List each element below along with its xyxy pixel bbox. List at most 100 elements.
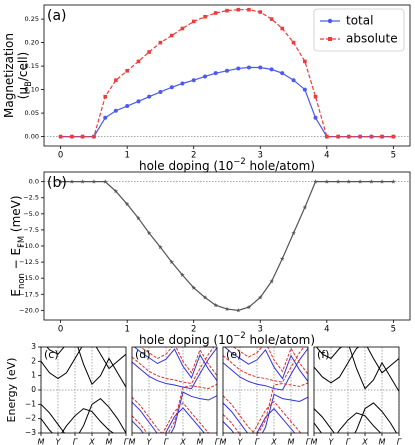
x-tick-label: 5 <box>391 325 396 335</box>
series-line <box>46 347 126 388</box>
x-tick-label: M <box>106 438 113 445</box>
x-tick-label: X <box>88 438 95 445</box>
y-axis-label: Energy (eV) <box>5 358 18 423</box>
label-part: (meV) <box>9 195 23 235</box>
x-tick-label: Y <box>56 438 62 445</box>
marker <box>80 179 85 184</box>
y-tick-label: −15.0 <box>19 274 39 282</box>
marker <box>191 78 196 83</box>
marker <box>180 272 185 277</box>
x-tick-label: Γ <box>346 438 351 445</box>
panel-label: (c) <box>44 348 59 361</box>
x-tick-label: Γ <box>124 438 129 445</box>
y-tick-label: −7.5 <box>23 226 39 234</box>
series-line <box>314 347 399 384</box>
marker <box>203 74 208 79</box>
y-tick-label: 0.00 <box>25 133 39 141</box>
axes-frame <box>313 346 400 434</box>
label-part: hole/atom) <box>246 159 315 173</box>
series-line <box>132 391 217 433</box>
series-line <box>60 66 394 138</box>
marker <box>203 14 207 19</box>
marker <box>369 134 374 139</box>
x-tick-label: X <box>270 438 277 445</box>
marker <box>236 7 241 12</box>
x-tick-label: Γ <box>255 438 260 445</box>
x-tick-label: 0 <box>58 151 63 161</box>
marker <box>358 134 362 139</box>
marker <box>246 65 251 70</box>
panel-label: (e) <box>226 348 241 361</box>
marker <box>303 59 307 64</box>
label-part: −2 <box>233 156 245 166</box>
marker <box>158 89 163 94</box>
marker <box>236 66 241 71</box>
x-tick-label: Γ <box>73 438 78 445</box>
marker <box>180 26 185 31</box>
marker <box>114 78 118 82</box>
series-line <box>41 397 126 433</box>
axes-frame <box>131 346 218 434</box>
label-part: Magnetization <box>2 33 16 118</box>
y-tick-label: −1 <box>25 399 36 408</box>
marker <box>280 26 285 31</box>
marker <box>124 201 130 207</box>
x-tick-label: 2 <box>191 325 196 335</box>
series-line <box>132 402 210 433</box>
series-line <box>133 347 217 381</box>
plot-area <box>223 347 308 433</box>
panel-label: (f) <box>317 348 329 361</box>
marker <box>136 99 141 104</box>
x-tick-label: 4 <box>324 151 329 161</box>
legend-box <box>313 8 405 52</box>
marker <box>236 307 241 313</box>
x-tick-label: Y <box>329 438 335 445</box>
marker <box>291 40 296 45</box>
marker <box>313 179 318 184</box>
marker <box>325 134 329 139</box>
series-line <box>223 347 305 383</box>
series-line <box>132 407 205 433</box>
legend-label: total <box>346 14 373 28</box>
x-tick-label: X <box>361 438 368 445</box>
label-part: Energy (eV) <box>5 358 18 423</box>
x-tick-label: Γ <box>306 438 311 445</box>
y-tick-label: 3 <box>31 342 36 351</box>
x-axis-label: hole doping (10−2 hole/atom) <box>139 156 315 173</box>
x-tick-label: 0 <box>58 325 63 335</box>
y-tick-label: 1 <box>31 371 36 380</box>
y-tick-label: 0.15 <box>25 62 39 70</box>
marker <box>257 295 263 300</box>
marker <box>113 108 118 113</box>
legend-label: absolute <box>346 32 398 46</box>
y-axis-label: (μB/cell) <box>16 52 33 99</box>
y-tick-label: −20.0 <box>19 306 39 314</box>
y-axis-label: Enon − EFM (meV) <box>9 195 26 296</box>
marker <box>136 215 141 221</box>
series-line <box>232 347 308 375</box>
marker <box>279 256 285 261</box>
legend-marker <box>327 18 333 24</box>
y-tick-label: 0.25 <box>25 15 39 23</box>
x-tick-label: M <box>311 438 318 445</box>
marker <box>103 94 108 99</box>
y-tick-label: 2 <box>31 356 36 365</box>
marker <box>147 50 151 54</box>
y-tick-label: −5.0 <box>23 210 39 218</box>
x-tick-label: M <box>220 438 227 445</box>
label-part: E <box>9 289 23 297</box>
y-tick-label: 0.0 <box>29 178 39 186</box>
y-tick-label: −2.5 <box>23 194 39 202</box>
marker <box>302 204 308 210</box>
series-line <box>132 383 217 433</box>
series-line <box>41 408 115 433</box>
y-tick-label: 0.05 <box>25 109 39 117</box>
marker <box>58 134 63 139</box>
marker <box>336 134 340 139</box>
marker <box>158 40 163 45</box>
marker <box>391 179 396 184</box>
label-part: /cell) <box>16 52 30 81</box>
y-tick-label: −2 <box>25 414 36 423</box>
marker <box>346 179 352 184</box>
